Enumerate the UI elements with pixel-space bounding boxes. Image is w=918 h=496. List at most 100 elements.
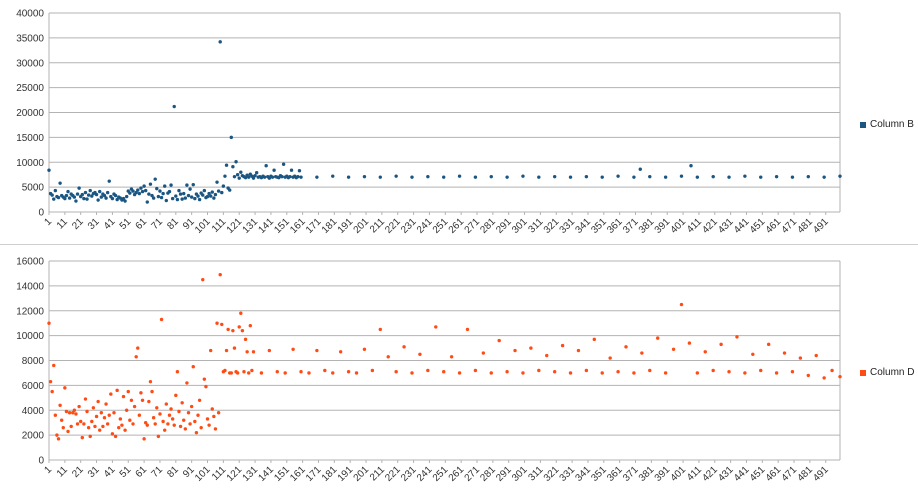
column-b-point — [457, 174, 462, 178]
legend-label-column-b: Column B — [870, 119, 914, 130]
column-d-point — [695, 371, 700, 375]
column-b-point — [201, 193, 205, 197]
column-b-point — [147, 192, 151, 196]
y-tick-label: 30000 — [16, 58, 44, 69]
column-b-point — [102, 193, 107, 198]
column-d-point — [194, 430, 199, 435]
y-tick-label: 0 — [38, 208, 44, 219]
column-b-point — [124, 194, 129, 199]
column-d-point — [442, 369, 446, 374]
column-b-point — [289, 168, 294, 172]
column-d-point — [150, 389, 154, 394]
column-b-point — [156, 194, 161, 199]
column-d-point — [147, 399, 151, 404]
column-d-point — [545, 353, 549, 358]
column-b-point — [105, 190, 110, 195]
column-d-point — [239, 311, 243, 315]
column-d-point — [145, 423, 149, 427]
column-d-point — [83, 397, 88, 401]
column-b-point — [94, 192, 99, 197]
column-d-point — [481, 351, 486, 355]
column-d-point — [148, 379, 153, 384]
column-b-point — [281, 162, 286, 166]
column-d-point — [354, 371, 359, 375]
column-d-point — [822, 376, 826, 380]
column-b-point — [410, 175, 414, 179]
column-b-point — [505, 175, 509, 179]
column-d-point — [213, 427, 218, 431]
column-b-point — [235, 172, 240, 177]
column-b-point — [96, 198, 100, 202]
column-b-point — [695, 175, 700, 179]
y-tick-label: 10000 — [16, 331, 44, 342]
column-d-point — [117, 425, 121, 430]
column-b-point — [83, 190, 88, 195]
column-d-point — [410, 371, 414, 375]
column-d-point — [346, 369, 351, 374]
column-d-point — [58, 403, 62, 407]
column-b-point — [139, 186, 143, 190]
column-d-point — [489, 371, 493, 375]
column-b-point — [426, 174, 430, 179]
column-b-point — [98, 189, 102, 194]
column-b-point — [231, 165, 235, 169]
column-d-point — [48, 379, 53, 384]
column-d-point — [109, 392, 113, 396]
column-b-point — [85, 197, 89, 201]
column-b-point — [218, 40, 222, 44]
column-d-point — [291, 347, 295, 352]
column-b-point — [136, 188, 140, 192]
column-d-point — [124, 408, 129, 412]
column-b-point — [164, 198, 169, 203]
column-b-point — [280, 174, 284, 179]
column-d-point — [61, 425, 65, 430]
column-d-point — [197, 398, 202, 402]
column-b-point — [228, 188, 232, 192]
column-d-point — [624, 345, 628, 349]
column-b-point — [47, 168, 51, 172]
column-d-point — [248, 323, 253, 328]
column-b-point — [346, 175, 351, 179]
column-b-point — [727, 175, 731, 179]
column-b-point — [177, 188, 181, 193]
column-b-point — [315, 175, 319, 179]
y-tick-label: 35000 — [16, 33, 44, 44]
column-d-point — [242, 369, 246, 374]
column-b-point — [148, 182, 153, 186]
y-tick-label: 16000 — [16, 257, 44, 268]
column-d-point — [830, 368, 834, 373]
column-b-point — [175, 197, 180, 202]
column-d-point — [193, 419, 197, 424]
x-tick-label: 81 — [165, 216, 181, 232]
column-b-point — [155, 186, 159, 191]
column-d-point — [186, 411, 191, 415]
column-d-point — [216, 411, 221, 415]
column-b-point — [378, 175, 383, 179]
column-d-point — [91, 406, 96, 410]
column-b-point — [568, 175, 573, 179]
column-b-point — [63, 196, 67, 201]
column-b-point — [50, 193, 54, 197]
column-b-point — [186, 193, 191, 198]
column-d-point — [118, 417, 123, 421]
column-b-point — [75, 192, 80, 196]
column-d-point — [204, 384, 208, 389]
column-b-point — [64, 193, 69, 198]
column-b-point — [80, 192, 84, 197]
column-d-point — [711, 368, 715, 373]
column-b-point — [140, 189, 145, 194]
column-b-point — [158, 189, 162, 193]
column-b-point — [188, 187, 192, 191]
column-d-point — [132, 404, 137, 409]
column-d-point — [182, 418, 186, 422]
y-tick-label: 20000 — [16, 108, 44, 119]
column-b-point — [648, 174, 652, 179]
x-tick-label: 11 — [55, 464, 70, 479]
column-d-point — [735, 335, 739, 339]
column-b-point — [600, 175, 604, 179]
x-tick-label: 51 — [118, 216, 134, 232]
column-b-point — [191, 182, 195, 187]
column-d-point — [63, 386, 67, 390]
column-d-point — [94, 414, 99, 419]
column-b-point — [66, 189, 70, 194]
